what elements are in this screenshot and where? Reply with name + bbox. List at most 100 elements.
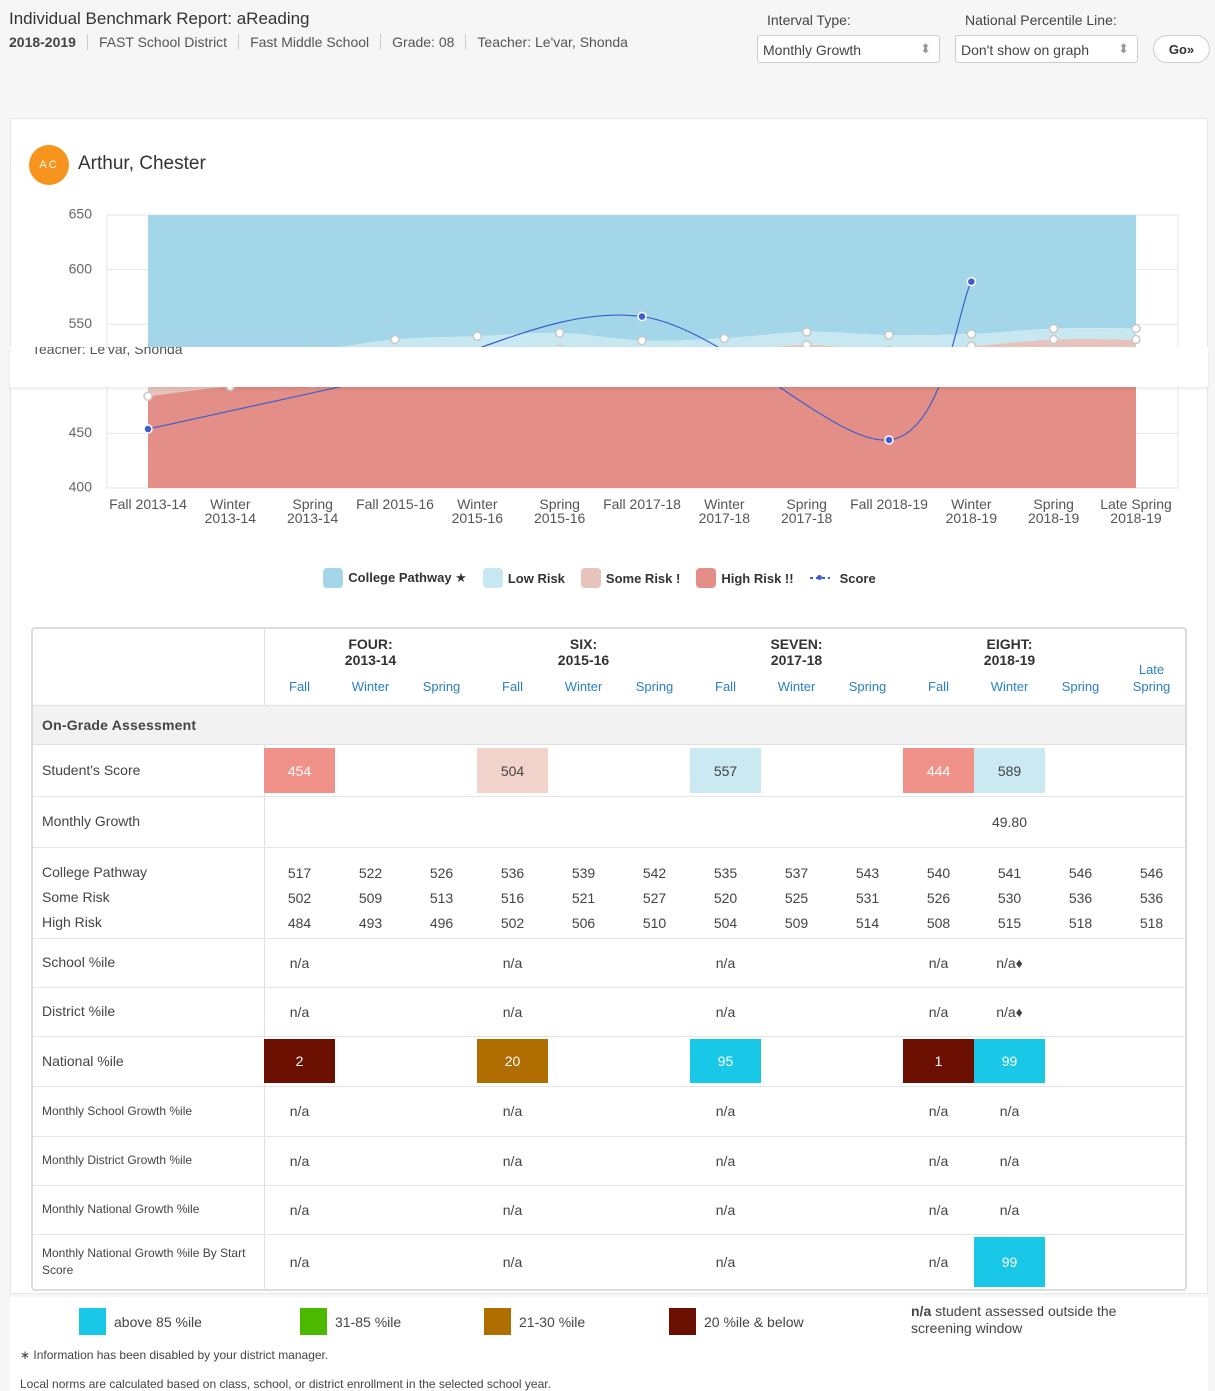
y-tick-label: 650: [69, 206, 93, 222]
table-cell: 517: [287, 864, 312, 881]
x-tick-label: Fall 2017-18: [603, 496, 681, 512]
legend-label: High Risk !!: [721, 570, 794, 586]
table-cell: 530: [997, 889, 1022, 906]
na-note: n/a student assessed outside the screeni…: [911, 1303, 1151, 1337]
table-cell: n/a: [715, 1103, 736, 1119]
table-cell: n/a: [928, 1103, 949, 1119]
legend-item: Low Risk: [482, 568, 565, 588]
legend-label: 20 %ile & below: [704, 1314, 804, 1330]
legend-swatch: [300, 1308, 327, 1335]
select[interactable]: Monthly Growth: [757, 35, 940, 63]
group-year: 2015-16: [557, 652, 610, 668]
table-cell: 513: [429, 889, 454, 906]
section-label: On-Grade Assessment: [42, 717, 197, 733]
select[interactable]: Don't show on graph: [955, 35, 1138, 63]
row-divider: [33, 987, 1185, 988]
season-label: Fall: [502, 679, 523, 694]
threshold-point: [719, 333, 730, 344]
threshold-point: [1131, 334, 1141, 345]
table-cell: n/a: [502, 1201, 523, 1218]
x-tick-label: Late Spring 2018-19: [1100, 496, 1172, 526]
x-tick-label: Spring 2013-14: [286, 496, 339, 526]
table-cell: n/a: [715, 1152, 736, 1169]
table-cell: n/a: [715, 1201, 736, 1218]
table-cell: 502: [500, 914, 525, 931]
row-divider: [33, 796, 1185, 797]
row-label: Some Risk: [42, 889, 110, 905]
table-cell: 454: [264, 748, 335, 793]
table-cell: 484: [287, 914, 312, 931]
season-label: Spring: [635, 679, 674, 694]
group-name: SEVEN:: [770, 636, 823, 652]
table-cell: n/a: [502, 1003, 523, 1020]
zone-area: [148, 215, 1136, 361]
season-label: Spring: [1061, 679, 1100, 694]
table-cell: 502: [287, 889, 312, 906]
table-cell: n/a: [999, 1103, 1020, 1119]
score-point: [637, 311, 647, 322]
table-cell: 518: [1139, 914, 1164, 931]
table-cell: n/a: [999, 1201, 1020, 1218]
table-cell: 536: [1139, 889, 1164, 906]
table-cell: n/a: [289, 1103, 310, 1119]
control-label: National Percentile Line:: [965, 12, 1117, 28]
legend-item: High Risk !!: [696, 568, 794, 588]
x-tick-label: Winter 2017-18: [698, 496, 751, 526]
go-button[interactable]: Go»: [1153, 35, 1210, 63]
legend-swatch: [79, 1308, 106, 1335]
x-tick-label: Spring 2017-18: [780, 496, 833, 526]
table-cell: 540: [926, 864, 951, 881]
legend-label: College Pathway ★: [348, 570, 467, 585]
season-label: Winter: [990, 679, 1029, 694]
x-tick-label: Fall 2018-19: [850, 496, 928, 512]
legend-item: Score: [809, 568, 876, 588]
footer: [10, 1297, 1208, 1391]
x-tick-label: Spring 2018-19: [1027, 496, 1080, 526]
season-label: Spring: [848, 679, 887, 694]
group-year: 2018-19: [983, 652, 1036, 668]
breadcrumb: FAST School District: [86, 34, 238, 50]
row-divider: [33, 1136, 1185, 1137]
table-cell: 514: [855, 914, 880, 931]
table-cell: 506: [571, 914, 596, 931]
table-cell: 95: [690, 1039, 761, 1083]
threshold-point: [390, 334, 400, 345]
table-cell: n/a: [999, 1152, 1020, 1169]
table-cell: 521: [571, 889, 596, 906]
table-cell: 2: [264, 1039, 335, 1083]
legend-label: Score: [839, 570, 876, 586]
row-label: Monthly Growth: [42, 813, 141, 829]
threshold-point: [966, 329, 977, 339]
threshold-point: [554, 328, 565, 338]
table-cell: n/a: [502, 1254, 523, 1270]
row-label: Monthly National Growth %ile: [42, 1202, 200, 1216]
group-name: SIX:: [569, 636, 598, 652]
table-cell: 509: [784, 914, 809, 931]
table-cell: n/a: [928, 1254, 949, 1270]
row-divider: [33, 1036, 1185, 1037]
chart: 400450500550600650: [69, 206, 1179, 495]
overlay-teacher: Teacher: Le'var, Shonda: [32, 347, 183, 357]
legend-item: College Pathway ★: [323, 568, 467, 588]
season-label: Fall: [928, 679, 949, 694]
table-cell: 504: [713, 914, 738, 931]
row-label: National %ile: [42, 1052, 124, 1069]
legend-swatch: [696, 568, 717, 588]
table-cell: 536: [500, 864, 525, 881]
table-cell: n/a: [502, 1152, 523, 1169]
row-label: School %ile: [42, 954, 116, 970]
legend-dot: [816, 575, 822, 580]
table-cell: 546: [1068, 864, 1093, 881]
breadcrumb: Teacher: Le'var, Shonda: [465, 34, 639, 50]
x-tick-label: Fall 2015-16: [356, 496, 434, 512]
breadcrumbs: 2018-2019 FAST School District Fast Middle…: [9, 34, 639, 52]
table-cell: 536: [1068, 889, 1093, 906]
table-cell: 522: [358, 864, 383, 881]
season-label: Winter: [564, 679, 603, 694]
table-cell: n/a: [715, 954, 736, 971]
table-cell: 526: [926, 889, 951, 906]
zone-area: [148, 358, 1136, 488]
data-table: [31, 627, 1187, 1291]
legend-swatch: [580, 568, 601, 588]
